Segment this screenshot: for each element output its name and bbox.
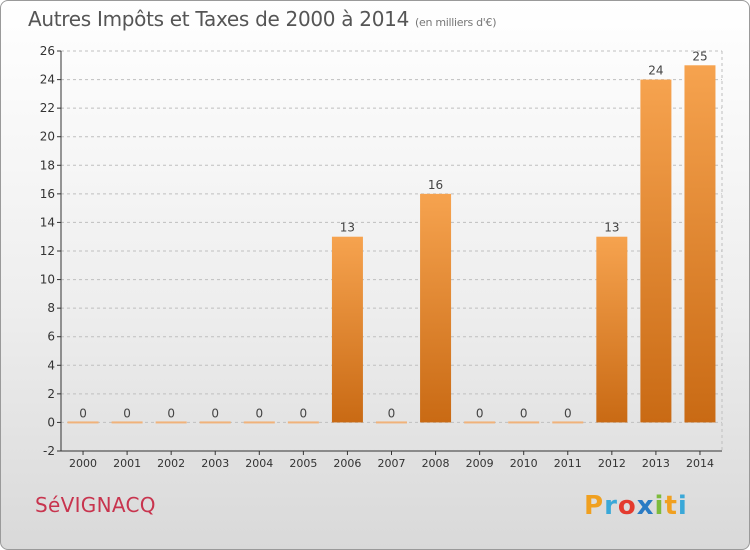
bar — [508, 421, 540, 424]
logo-letter-p: P — [584, 491, 605, 521]
x-tick-label: 2007 — [378, 457, 406, 470]
logo-letter-o: o — [617, 491, 637, 521]
y-tick-label: 10 — [40, 273, 55, 287]
data-label: 13 — [340, 221, 355, 235]
data-label: 13 — [604, 221, 619, 235]
chart-title: Autres Impôts et Taxes de 2000 à 2014 (en… — [28, 7, 496, 31]
data-label: 0 — [123, 406, 131, 420]
x-tick-label: 2014 — [686, 457, 714, 470]
x-tick-label: 2000 — [69, 457, 97, 470]
x-tick-label: 2009 — [466, 457, 494, 470]
logo-letter-i-2: i — [677, 491, 688, 521]
data-label: 24 — [648, 64, 663, 78]
bar — [640, 79, 672, 423]
x-tick-label: 2010 — [510, 457, 538, 470]
bar — [552, 421, 584, 424]
x-tick-label: 2001 — [113, 457, 141, 470]
y-tick-label: 20 — [40, 130, 55, 144]
x-tick-label: 2006 — [333, 457, 361, 470]
x-tick-label: 2003 — [201, 457, 229, 470]
y-tick-label: 12 — [40, 244, 55, 258]
y-tick-label: 18 — [40, 158, 55, 172]
data-label: 0 — [167, 406, 175, 420]
bar — [199, 421, 231, 424]
data-label: 0 — [300, 406, 308, 420]
y-tick-label: 14 — [40, 215, 55, 229]
bar — [331, 236, 363, 423]
y-tick-label: 8 — [47, 301, 55, 315]
x-tick-label: 2005 — [289, 457, 317, 470]
data-label: 16 — [428, 178, 443, 192]
bar — [684, 65, 716, 423]
bar — [155, 421, 187, 424]
bar — [420, 193, 452, 423]
y-tick-label: 24 — [40, 73, 55, 87]
bar — [376, 421, 407, 424]
y-tick-label: 16 — [40, 187, 55, 201]
bar — [287, 421, 319, 424]
x-tick-label: 2011 — [554, 457, 582, 470]
x-tick-label: 2008 — [422, 457, 450, 470]
x-tick-label: 2013 — [642, 457, 670, 470]
x-tick-label: 2004 — [245, 457, 273, 470]
y-tick-label: -2 — [43, 444, 55, 458]
proxiti-logo: Proxiti — [584, 491, 688, 521]
x-tick-label: 2012 — [598, 457, 626, 470]
town-name: SéVIGNACQ — [35, 493, 156, 517]
logo-letter-r: r — [604, 491, 618, 521]
logo-letter-t: t — [664, 491, 678, 521]
y-tick-label: 22 — [40, 101, 55, 115]
bar — [67, 421, 99, 424]
chart-subtitle: (en milliers d'€) — [415, 16, 497, 29]
bar — [464, 421, 496, 424]
data-label: 0 — [520, 406, 528, 420]
data-label: 0 — [79, 406, 87, 420]
data-label: 0 — [255, 406, 263, 420]
y-tick-label: 2 — [47, 387, 55, 401]
x-tick-label: 2002 — [157, 457, 185, 470]
data-label: 0 — [564, 406, 572, 420]
data-label: 25 — [692, 49, 707, 63]
logo-letter-i: i — [654, 491, 665, 521]
y-tick-label: 0 — [47, 415, 55, 429]
bar — [111, 421, 143, 424]
y-tick-label: 4 — [47, 358, 55, 372]
chart-title-text: Autres Impôts et Taxes de 2000 à 2014 — [28, 7, 409, 31]
y-tick-label: 26 — [40, 44, 55, 58]
data-label: 0 — [388, 406, 396, 420]
bar — [243, 421, 275, 424]
data-label: 0 — [476, 406, 484, 420]
y-tick-label: 6 — [47, 330, 55, 344]
bar — [596, 236, 628, 423]
logo-letter-x: x — [636, 491, 655, 521]
data-label: 0 — [211, 406, 219, 420]
